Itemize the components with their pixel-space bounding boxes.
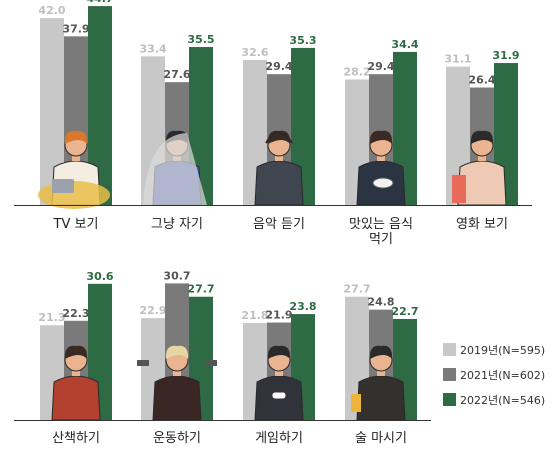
legend-swatch (443, 343, 456, 356)
illustration-laptop (52, 179, 74, 193)
illustration-plate (372, 177, 394, 189)
activity-illustration (137, 345, 217, 421)
data-label: 23.8 (289, 300, 316, 313)
data-label: 27.6 (163, 68, 190, 81)
illustration-neck (377, 370, 385, 376)
data-label: 21.9 (265, 309, 292, 322)
data-label: 42.0 (38, 4, 65, 17)
data-label: 22.9 (139, 304, 166, 317)
category-label: 술 마시기 (355, 431, 407, 446)
category-label: 먹기 (369, 232, 393, 247)
illustration-neck (72, 370, 80, 376)
activity-illustration (143, 130, 207, 206)
illustration-neck (173, 370, 181, 376)
category-label: 영화 보기 (456, 217, 508, 232)
category-group: 21.322.3 30.6 산책하기 (38, 270, 113, 446)
illustration-neck (72, 155, 80, 161)
legend-label: 2021년(N=602) (460, 369, 545, 382)
data-label: 31.9 (492, 49, 519, 62)
category-label: 산책하기 (52, 431, 100, 446)
illustration-hair (369, 345, 393, 359)
category-label: 맛있는 음식 (349, 217, 413, 232)
activity-illustration (51, 345, 101, 421)
illustration-hair (64, 130, 88, 144)
data-label: 34.4 (391, 38, 418, 51)
category-group: 21.821.923.8 게임하기 (241, 300, 316, 446)
illustration-body (152, 375, 202, 421)
data-label: 30.7 (163, 269, 190, 282)
dumbbell-icon (205, 360, 217, 366)
data-label: 22.3 (62, 307, 89, 320)
data-label: 31.1 (444, 53, 471, 66)
activity-illustration (254, 130, 304, 206)
gamepad-icon (271, 391, 287, 400)
data-label: 37.9 (62, 22, 89, 35)
activity-illustration (38, 130, 110, 209)
dumbbell-icon (137, 360, 149, 366)
data-label: 44.7 (86, 0, 113, 5)
legend-label: 2022년(N=546) (460, 394, 545, 407)
category-group: 32.629.4 35.3 음악 듣기 (241, 34, 316, 232)
category-group: 33.4 27.6 35.5 그냥 자기 (139, 33, 214, 232)
legend-label: 2019년(N=595) (460, 344, 545, 357)
category-group: 42.0 37.9 44.7 TV 보기 (38, 0, 114, 232)
data-label: 30.6 (86, 270, 113, 283)
illustration-body (356, 375, 406, 421)
activity-illustration (351, 345, 406, 421)
activity-illustration (452, 130, 507, 206)
data-label: 29.4 (367, 60, 394, 73)
illustration-body (254, 160, 304, 206)
legend: 2019년(N=595) 2021년(N=602) 2022년(N=546) (443, 343, 545, 407)
category-label: 음악 듣기 (253, 217, 305, 232)
data-label: 24.8 (367, 296, 394, 309)
activity-illustration (356, 130, 406, 206)
data-label: 21.8 (241, 309, 268, 322)
category-group: 31.1 26.4 31.9 영화 보기 (444, 49, 519, 232)
illustration-hair (267, 345, 291, 359)
data-label: 26.4 (468, 74, 495, 87)
activity-illustration (254, 345, 304, 421)
illustration-hair (165, 345, 189, 359)
illustration-neck (275, 155, 283, 161)
category-group: 27.724.822.7 술 마시기 (343, 283, 418, 446)
headphones-icon (265, 132, 293, 144)
illustration-hair (64, 345, 88, 359)
category-label: 그냥 자기 (151, 217, 203, 232)
data-label: 27.7 (187, 283, 214, 296)
data-label: 22.7 (391, 305, 418, 318)
popcorn-icon (452, 175, 466, 203)
legend-swatch (443, 393, 456, 406)
data-label: 27.7 (343, 283, 370, 296)
data-label: 35.5 (187, 33, 214, 46)
illustration-hair (470, 130, 494, 144)
illustration-neck (377, 155, 385, 161)
illustration-body (457, 160, 507, 206)
data-label: 21.3 (38, 311, 65, 324)
category-label: 게임하기 (255, 431, 303, 446)
illustration-hair (369, 130, 393, 144)
category-label: 운동하기 (153, 431, 201, 446)
illustration-body (51, 375, 101, 421)
legend-swatch (443, 368, 456, 381)
category-group: 22.9 30.727.7 운동하기 (137, 269, 217, 446)
data-label: 28.2 (343, 66, 370, 79)
beer-icon (351, 394, 361, 412)
data-label: 32.6 (241, 46, 268, 59)
illustration-neck (478, 155, 486, 161)
illustration-neck (275, 370, 283, 376)
illustration-pillow (143, 133, 207, 205)
data-label: 35.3 (289, 34, 316, 47)
category-label: TV 보기 (53, 217, 99, 232)
data-label: 29.4 (265, 60, 292, 73)
data-label: 33.4 (139, 42, 166, 55)
